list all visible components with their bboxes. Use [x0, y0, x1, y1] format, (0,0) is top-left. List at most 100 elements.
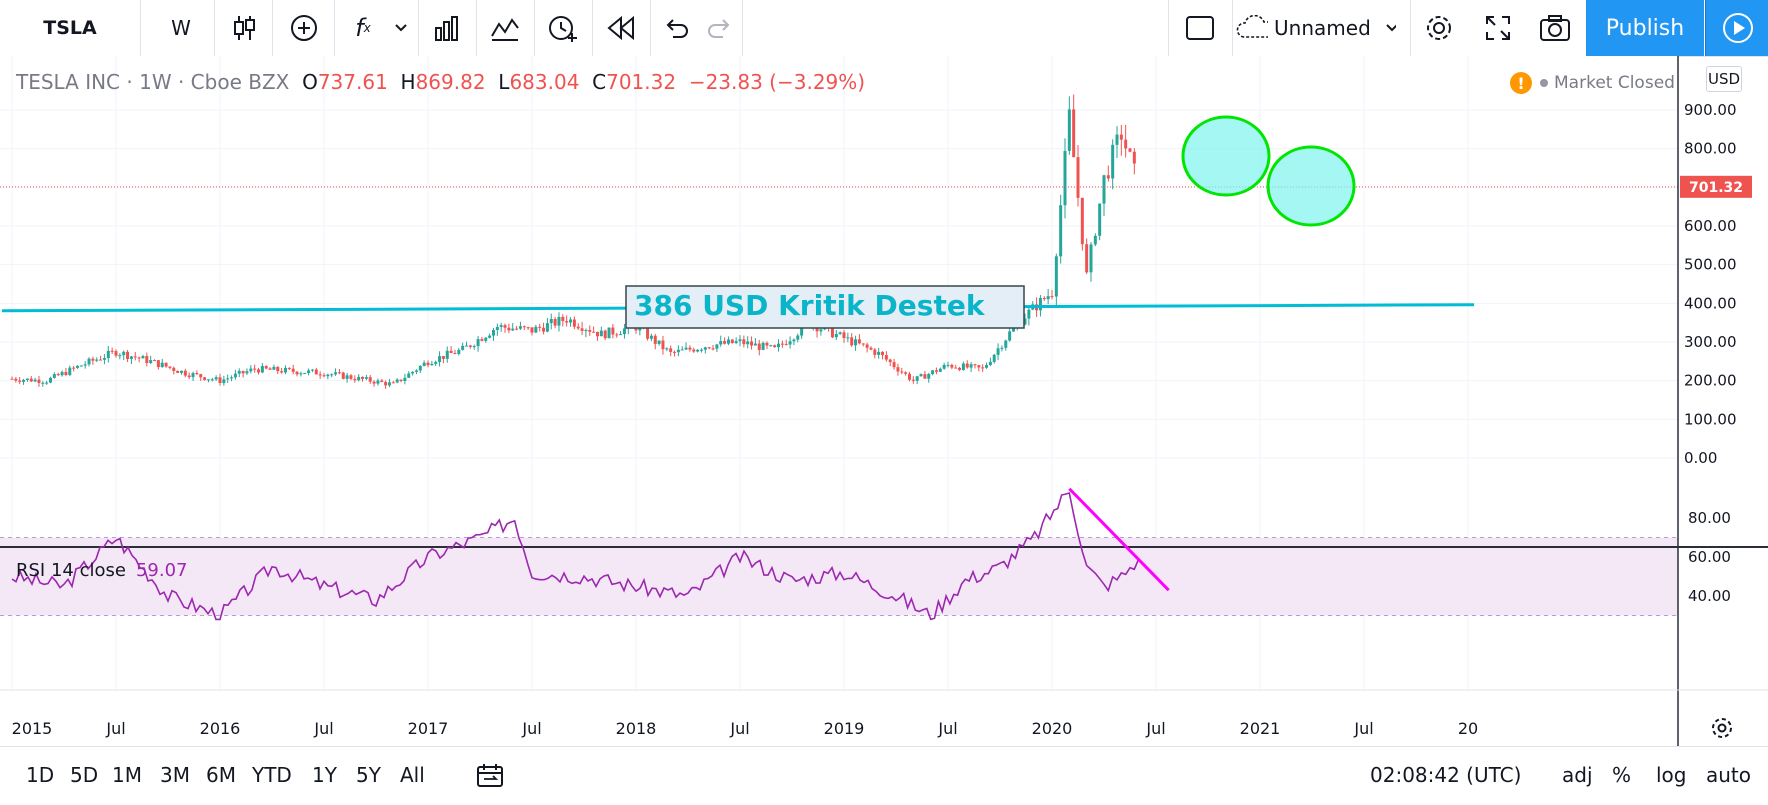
candle-body — [1050, 296, 1054, 298]
candle-body — [476, 339, 480, 347]
annotation-box[interactable]: 386 USD Kritik Destek — [625, 285, 1025, 329]
rsi-legend[interactable]: RSI 14 close 59.07 — [16, 560, 187, 581]
range-button-5d[interactable]: 5D — [70, 763, 99, 787]
publish-label: Publish — [1605, 15, 1685, 41]
legend-low-label: L — [498, 70, 510, 94]
candle-body — [341, 372, 345, 379]
candle-body — [757, 343, 761, 350]
chevron-down-icon[interactable] — [388, 0, 414, 56]
replay-icon[interactable] — [596, 0, 646, 56]
candle-body — [445, 350, 449, 359]
candle-body — [372, 381, 376, 384]
log-toggle[interactable]: log — [1656, 747, 1687, 803]
candle-body — [526, 327, 530, 329]
candle-body — [245, 371, 249, 374]
price-axis[interactable]: 900.00800.00700.00600.00500.00400.00300.… — [1684, 101, 1737, 467]
percent-toggle[interactable]: % — [1612, 747, 1631, 803]
candle-body — [588, 330, 592, 332]
range-button-3m[interactable]: 3M — [160, 763, 190, 787]
rsi-trendline[interactable] — [1068, 487, 1170, 592]
chart-area[interactable]: 386 USD Kritik Destek 900.00800.00700.00… — [0, 56, 1768, 746]
financials-icon[interactable] — [422, 0, 472, 56]
candle-body — [780, 343, 784, 345]
market-status[interactable]: ! Market Closed — [1510, 72, 1675, 94]
time-tick: 2018 — [616, 719, 657, 738]
time-axis[interactable]: 2015 Jul 2016 Jul 2017 Jul 2018 Jul 2019 Jul 2020 J… — [12, 719, 1479, 738]
candle-body — [561, 316, 565, 322]
candle-body — [607, 327, 611, 339]
candle-body — [792, 339, 796, 342]
gear-icon[interactable] — [1414, 0, 1464, 56]
rectangle-icon[interactable] — [1172, 0, 1228, 56]
range-button-5y[interactable]: 5Y — [356, 763, 381, 787]
redo-icon[interactable] — [698, 0, 742, 56]
range-button-6m[interactable]: 6M — [206, 763, 236, 787]
candle-body — [703, 347, 707, 350]
candle-body — [414, 370, 418, 372]
layout-chevron-icon — [1386, 24, 1396, 32]
candle-body — [453, 353, 457, 355]
highlight-circle-1[interactable] — [1181, 115, 1271, 197]
candle-body — [176, 370, 180, 373]
alert-icon[interactable] — [538, 0, 588, 56]
candle-body — [418, 365, 422, 371]
range-button-ytd[interactable]: YTD — [252, 763, 292, 787]
candle-body — [1124, 139, 1128, 149]
candle-body — [973, 364, 977, 366]
symbol-search[interactable]: TSLA — [0, 0, 140, 56]
clock[interactable]: 02:08:42 (UTC) — [1370, 747, 1521, 803]
rsi-axis[interactable]: 80.00 60.00 40.00 — [1688, 509, 1731, 605]
candle-body — [449, 350, 453, 354]
highlight-circle-2[interactable] — [1266, 145, 1356, 227]
time-tick: 2020 — [1032, 719, 1073, 738]
range-button-1m[interactable]: 1M — [112, 763, 142, 787]
camera-icon[interactable] — [1530, 0, 1580, 56]
last-price-label: 701.32 — [1689, 180, 1743, 196]
candle-body — [988, 361, 992, 366]
candle-body — [106, 350, 110, 359]
candles-icon[interactable] — [220, 0, 268, 56]
candle-body — [276, 366, 280, 372]
publish-button[interactable]: Publish — [1586, 0, 1704, 56]
add-compare-icon[interactable] — [276, 0, 332, 56]
candle-body — [1054, 256, 1058, 297]
templates-icon[interactable] — [480, 0, 530, 56]
candle-body — [1115, 134, 1119, 145]
candle-body — [692, 349, 696, 352]
candle-body — [711, 348, 715, 350]
candle-body — [68, 367, 72, 375]
gear-icon-corner[interactable] — [1712, 718, 1732, 738]
candle-body — [545, 323, 549, 332]
candle-body — [950, 364, 954, 368]
interval-button[interactable]: W — [150, 0, 212, 56]
candle-body — [468, 345, 472, 347]
auto-toggle[interactable]: auto — [1706, 747, 1751, 803]
candle-body — [522, 326, 526, 328]
candle-body — [854, 339, 858, 346]
candle-body — [992, 354, 996, 362]
range-button-1d[interactable]: 1D — [26, 763, 55, 787]
candle-body — [1102, 175, 1106, 204]
candle-body — [738, 339, 742, 342]
candle-body — [199, 374, 203, 378]
candle-body — [954, 367, 958, 369]
calendar-icon[interactable] — [476, 747, 504, 803]
range-button-1y[interactable]: 1Y — [312, 763, 337, 787]
undo-icon[interactable] — [654, 0, 698, 56]
candle-body — [349, 375, 353, 379]
currency-button[interactable]: USD — [1706, 66, 1742, 92]
adj-toggle[interactable]: adj — [1562, 747, 1593, 803]
range-button-all[interactable]: All — [400, 763, 425, 787]
symbol-legend[interactable]: TESLA INC · 1W · Cboe BZX O737.61 H869.8… — [16, 70, 865, 94]
candle-body — [461, 345, 465, 350]
candle-body — [565, 321, 569, 323]
layout-selector[interactable]: Unnamed — [1236, 0, 1396, 56]
fullscreen-icon[interactable] — [1470, 0, 1526, 56]
play-icon[interactable] — [1705, 0, 1768, 56]
legend-interval: 1W — [139, 70, 172, 94]
candle-body — [838, 332, 842, 334]
candle-body — [1080, 197, 1084, 245]
candle-body — [214, 377, 218, 380]
candle-body — [83, 364, 87, 366]
